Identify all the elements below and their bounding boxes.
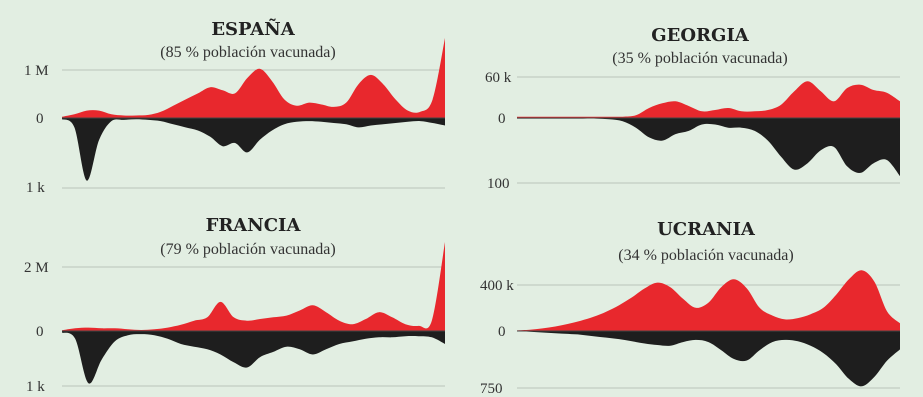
chart-francia: FRANCIA (79 % población vacunada) 2 M 0 … [24, 215, 445, 395]
tick-label-bottom: 750 [480, 381, 503, 397]
chart-subtitle: (85 % población vacunada) [160, 44, 335, 61]
tick-label-top: 1 M [24, 63, 49, 79]
chart-espana: ESPAÑA (85 % población vacunada) 1 M 0 1… [24, 17, 445, 196]
tick-label-bottom: 100 [487, 176, 510, 192]
tick-label-zero: 0 [36, 324, 44, 340]
negative-area [517, 331, 900, 387]
positive-area [62, 38, 445, 118]
chart-ucrania: UCRANIA (34 % población vacunada) 400 k … [480, 219, 900, 397]
chart-subtitle: (79 % población vacunada) [160, 241, 335, 258]
negative-area [62, 118, 445, 181]
negative-area [517, 118, 900, 177]
tick-label-bottom: 1 k [26, 180, 45, 196]
tick-label-bottom: 1 k [26, 379, 45, 395]
positive-area [517, 270, 900, 331]
tick-label-top: 60 k [485, 70, 512, 86]
tick-label-zero: 0 [36, 111, 44, 127]
tick-label-top: 2 M [24, 260, 49, 276]
chart-title: GEORGIA [651, 25, 750, 46]
positive-area [517, 81, 900, 118]
chart-title: ESPAÑA [211, 17, 295, 40]
tick-label-zero: 0 [498, 111, 506, 127]
chart-subtitle: (35 % población vacunada) [612, 50, 787, 67]
chart-georgia: GEORGIA (35 % población vacunada) 60 k 0… [485, 25, 900, 192]
chart-subtitle: (34 % población vacunada) [618, 247, 793, 264]
tick-label-zero: 0 [498, 324, 506, 340]
negative-area [62, 331, 445, 384]
tick-label-top: 400 k [480, 278, 514, 294]
chart-title: UCRANIA [657, 219, 756, 240]
chart-title: FRANCIA [206, 215, 302, 236]
